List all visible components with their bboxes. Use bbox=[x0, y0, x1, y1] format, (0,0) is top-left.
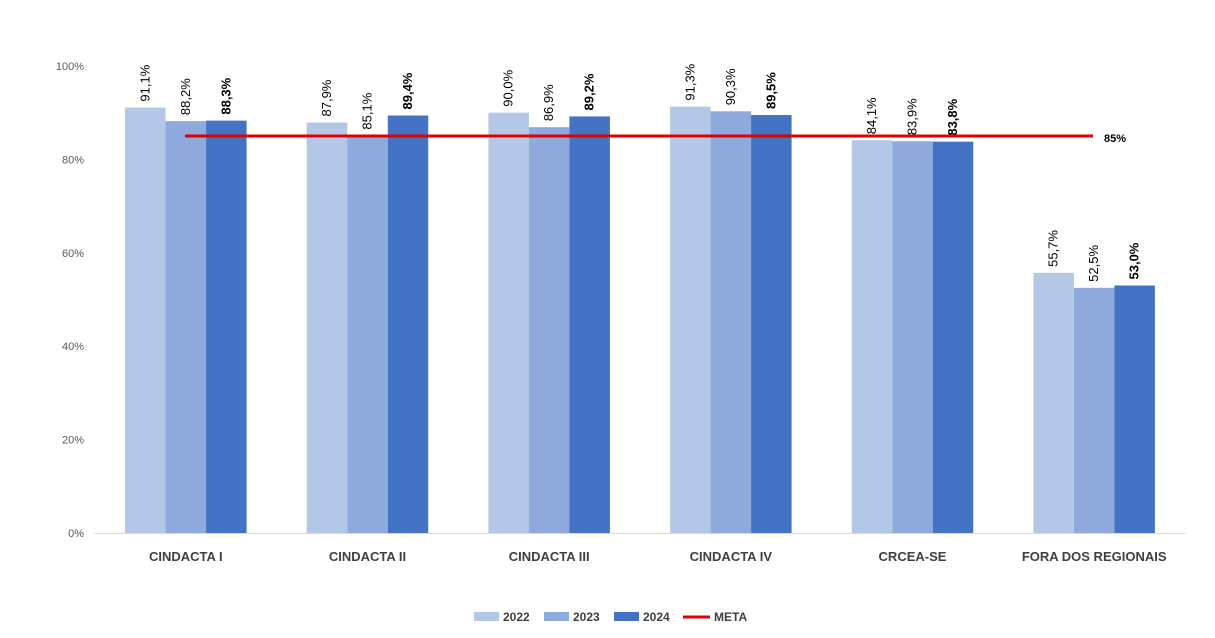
legend: 2022 2023 2024 META bbox=[474, 610, 747, 624]
x-tick-label: CRCEA-SE bbox=[879, 549, 947, 564]
data-label: 83,8% bbox=[945, 98, 960, 135]
bar-2024 bbox=[206, 120, 247, 533]
bar-2022 bbox=[306, 122, 348, 533]
bar-2023 bbox=[1073, 287, 1115, 533]
bar-2024 bbox=[1114, 285, 1155, 533]
x-tick-label: CINDACTA I bbox=[149, 549, 223, 564]
data-label: 84,1% bbox=[864, 97, 879, 134]
bar-2023 bbox=[710, 111, 752, 533]
bar-2023 bbox=[892, 141, 933, 533]
x-tick-label: CINDACTA III bbox=[509, 549, 590, 564]
data-label: 52,5% bbox=[1086, 245, 1101, 282]
y-tick-label: 40% bbox=[62, 341, 84, 353]
data-label: 86,9% bbox=[541, 84, 556, 121]
bars bbox=[125, 106, 1155, 534]
x-tick-label: CINDACTA II bbox=[329, 549, 406, 564]
bar-2023 bbox=[347, 135, 388, 533]
data-labels: 91,1% 88,2% 88,3% 87,9% 85,1% 89,4% 90,0% 86,9%… bbox=[137, 63, 1141, 281]
legend-swatch bbox=[614, 612, 639, 621]
bar-2022 bbox=[851, 140, 893, 534]
data-label: 88,3% bbox=[218, 77, 233, 114]
data-label: 89,2% bbox=[582, 73, 597, 110]
bar-2022 bbox=[488, 112, 529, 533]
bar-2024 bbox=[569, 116, 610, 533]
bar-2022 bbox=[1033, 272, 1074, 533]
bar-2023 bbox=[165, 121, 207, 533]
target-line-group: 85% bbox=[185, 133, 1126, 145]
data-label: 85,1% bbox=[360, 92, 375, 129]
data-label: 88,2% bbox=[178, 78, 193, 115]
target-line-label: 85% bbox=[1104, 133, 1126, 145]
y-tick-label: 0% bbox=[68, 528, 84, 540]
data-label: 91,1% bbox=[137, 64, 152, 101]
y-axis: 0% 20% 40% 60% 80% 100% bbox=[56, 61, 84, 540]
y-tick-label: 20% bbox=[62, 435, 84, 447]
x-tick-label: CINDACTA IV bbox=[690, 549, 773, 564]
x-axis-categories: CINDACTA I CINDACTA II CINDACTA III CINDACT… bbox=[149, 549, 1167, 564]
data-label: 90,0% bbox=[501, 69, 516, 106]
data-label: 55,7% bbox=[1046, 230, 1061, 267]
data-label: 89,5% bbox=[763, 72, 778, 109]
data-label: 90,3% bbox=[723, 68, 738, 105]
data-label: 87,9% bbox=[319, 79, 334, 116]
x-tick-label: FORA DOS REGIONAIS bbox=[1022, 549, 1167, 564]
data-label: 89,4% bbox=[400, 72, 415, 109]
legend-swatch bbox=[544, 612, 569, 621]
bar-2022 bbox=[670, 106, 711, 533]
legend-item-label: 2022 bbox=[503, 610, 530, 624]
bar-2024 bbox=[387, 115, 429, 533]
bar-2024 bbox=[751, 115, 792, 533]
y-tick-label: 80% bbox=[62, 154, 84, 166]
bar-2023 bbox=[528, 127, 570, 533]
y-tick-label: 100% bbox=[56, 61, 84, 73]
data-label: 83,9% bbox=[905, 98, 920, 135]
data-label: 91,3% bbox=[682, 63, 697, 100]
bar-2024 bbox=[932, 141, 974, 534]
legend-item-label: 2024 bbox=[643, 610, 670, 624]
bar-2022 bbox=[125, 107, 166, 534]
legend-item-label: META bbox=[714, 610, 747, 624]
legend-swatch bbox=[474, 612, 499, 621]
data-label: 53,0% bbox=[1127, 242, 1142, 279]
legend-item-label: 2023 bbox=[573, 610, 600, 624]
y-tick-label: 60% bbox=[62, 248, 84, 260]
